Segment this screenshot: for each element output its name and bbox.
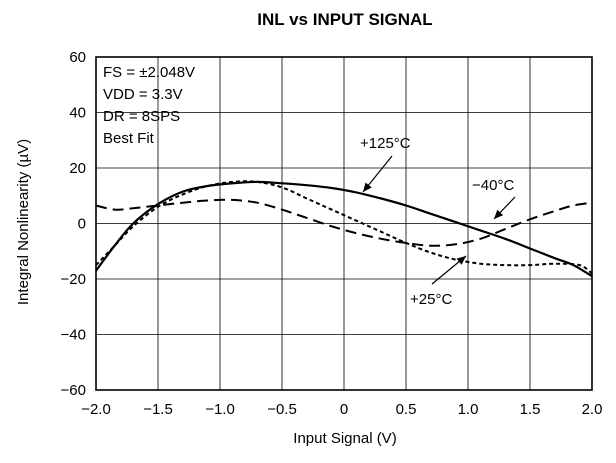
condition-line: VDD = 3.3V [103, 86, 183, 103]
arrow-head [494, 209, 504, 219]
tick-layer: −2.0 −1.5 −1.0 −0.5 0 0.5 1.0 1.5 2.0 −60 −40 −20 0 2… [61, 49, 603, 418]
series-line-2 [95, 198, 593, 247]
chart-title: INL vs INPUT SIGNAL [257, 10, 432, 29]
series-label-1: +25°C [410, 291, 452, 308]
series-line-0 [95, 180, 593, 278]
y-axis-label: Integral Nonlinearity (µV) [15, 139, 32, 305]
x-tick-label: 0.5 [396, 401, 417, 418]
x-tick-label: 1.0 [458, 401, 479, 418]
y-tick-label: −40 [61, 327, 86, 344]
y-tick-label: −20 [61, 271, 86, 288]
x-tick-label: 1.5 [520, 401, 541, 418]
arrow-head [363, 182, 372, 192]
x-tick-label: 2.0 [582, 401, 603, 418]
y-tick-label: −60 [61, 382, 86, 399]
condition-line: FS = ±2.048V [103, 64, 195, 81]
series-label-0: +125°C [360, 135, 411, 152]
annotation-layer: +125°C +25°C −40°C [360, 135, 516, 308]
plot-frame [95, 56, 593, 391]
conditions-box: FS = ±2.048V VDD = 3.3V DR = 8SPS Best Fit [103, 64, 195, 147]
x-tick-label: 0 [340, 401, 348, 418]
y-tick-label: 40 [69, 105, 86, 122]
series-label-2: −40°C [472, 177, 514, 194]
condition-line: DR = 8SPS [103, 108, 180, 125]
grid-layer [96, 57, 592, 390]
y-tick-label: 20 [69, 160, 86, 177]
condition-line: Best Fit [103, 130, 155, 147]
x-tick-label: −1.0 [205, 401, 235, 418]
x-axis-label: Input Signal (V) [293, 430, 396, 447]
series-layer [95, 180, 593, 278]
y-tick-label: 0 [78, 216, 86, 233]
x-tick-label: −1.5 [143, 401, 173, 418]
x-tick-label: −0.5 [267, 401, 297, 418]
y-tick-label: 60 [69, 49, 86, 66]
x-tick-label: −2.0 [81, 401, 111, 418]
series-line-1 [95, 180, 593, 275]
arrow-head [456, 256, 466, 265]
